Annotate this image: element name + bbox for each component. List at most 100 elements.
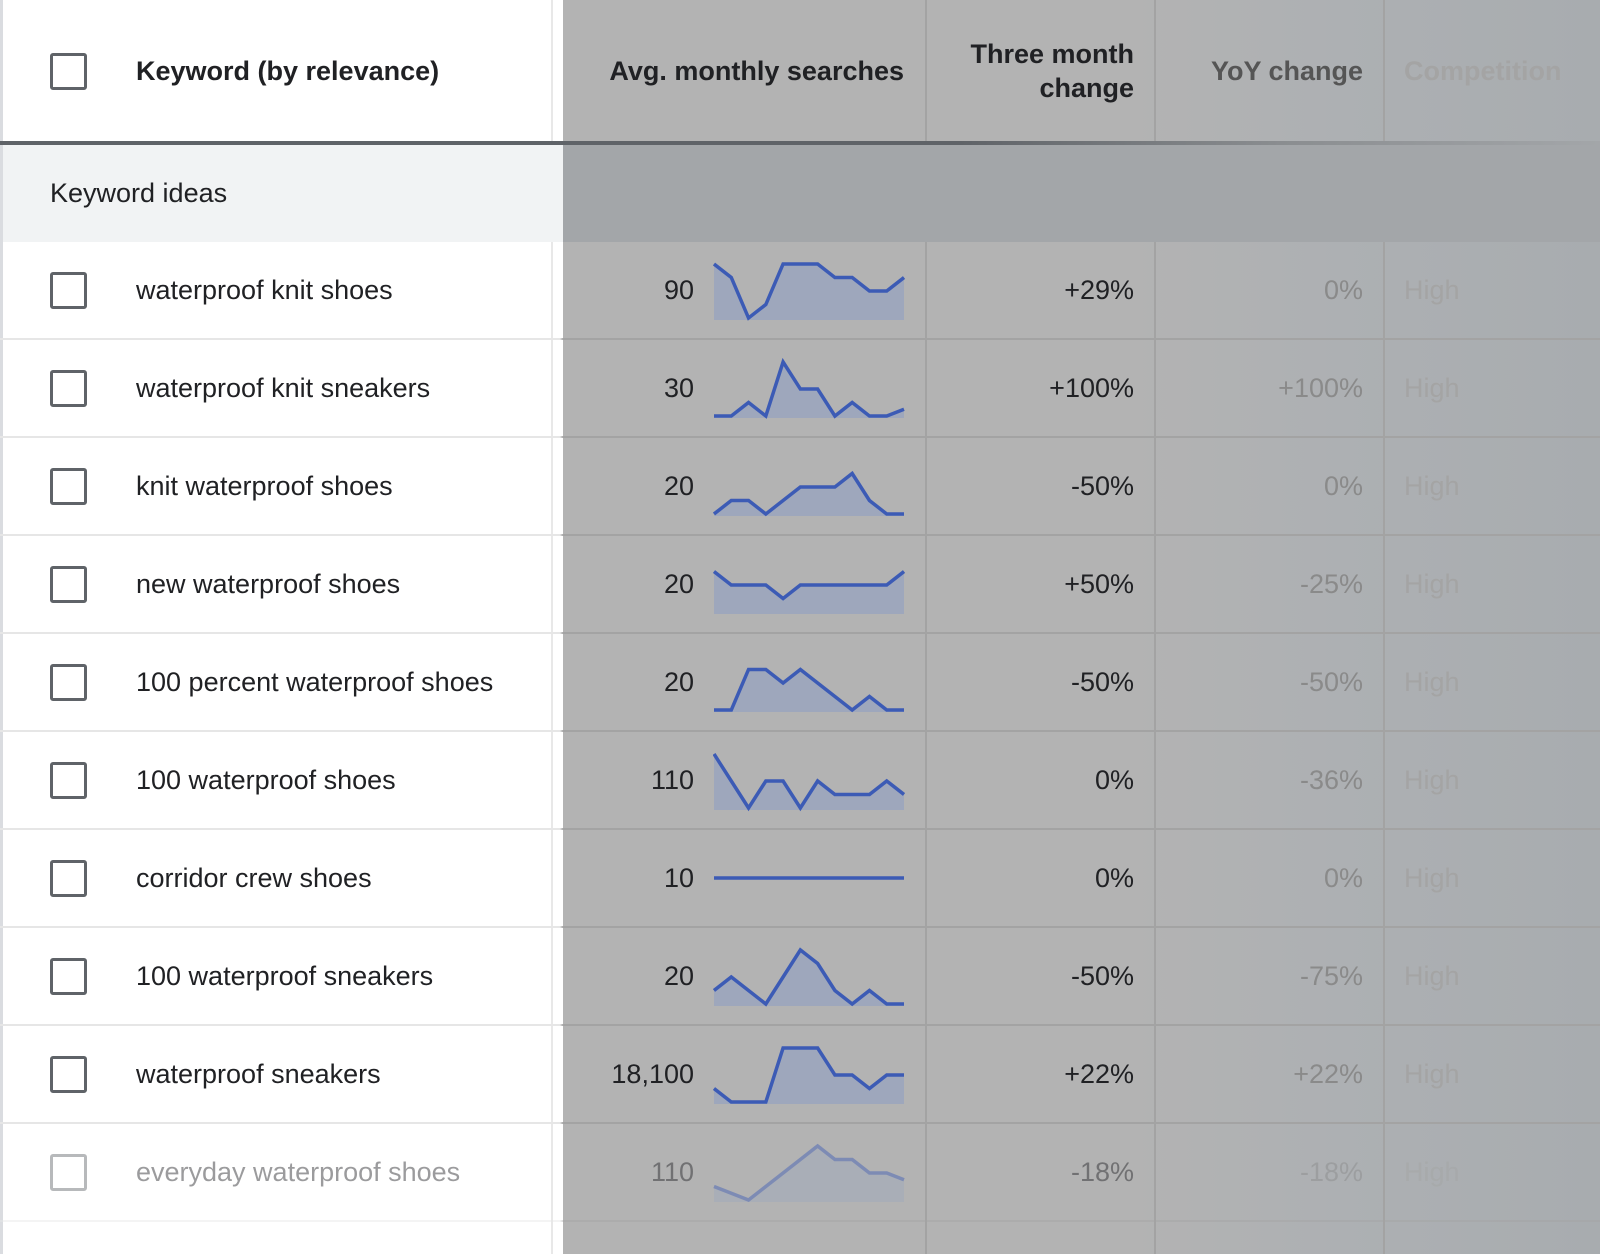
row-divider bbox=[0, 926, 1600, 928]
keyword-text: 100 waterproof shoes bbox=[136, 765, 396, 795]
sparkline-area bbox=[714, 950, 904, 1006]
avg-monthly-searches-value: 18,100 bbox=[611, 1059, 694, 1089]
yoy-change-value: -36% bbox=[1299, 765, 1363, 795]
avg-monthly-searches-value: 20 bbox=[663, 471, 694, 501]
row-checkbox[interactable] bbox=[50, 468, 87, 505]
yoy-change-value: +100% bbox=[1278, 373, 1363, 403]
avg-monthly-searches-value: 90 bbox=[663, 275, 694, 305]
keyword-text: new waterproof shoes bbox=[136, 569, 401, 599]
avg-monthly-searches-value: 20 bbox=[663, 667, 694, 697]
yoy-change-value: -18% bbox=[1299, 1157, 1363, 1187]
sparkline-line bbox=[713, 753, 905, 812]
three-month-change-value: +100% bbox=[1049, 373, 1134, 403]
three-month-header-line1: Three month bbox=[970, 39, 1134, 69]
three-month-change-value: -50% bbox=[1070, 471, 1134, 501]
header-divider bbox=[0, 141, 1600, 145]
sparkline-line bbox=[713, 470, 904, 517]
yoy-change-value: -75% bbox=[1299, 961, 1363, 991]
select-all-checkbox[interactable] bbox=[50, 53, 87, 90]
row-divider bbox=[0, 338, 1600, 340]
keyword-column-header[interactable]: Keyword (by relevance) bbox=[136, 56, 440, 86]
row-divider bbox=[0, 436, 1600, 438]
sparkline-line bbox=[713, 262, 905, 321]
row-divider bbox=[0, 534, 1600, 536]
yoy-change-value: +22% bbox=[1293, 1059, 1363, 1089]
keyword-ideas-group-overlay bbox=[563, 145, 1600, 242]
three-month-change-value: -50% bbox=[1070, 961, 1134, 991]
three-month-change-value: -18% bbox=[1070, 1157, 1134, 1187]
trend-sparkline bbox=[713, 470, 904, 517]
competition-value: High bbox=[1404, 863, 1460, 893]
row-divider bbox=[0, 632, 1600, 634]
row-divider bbox=[0, 1024, 1600, 1026]
keyword-text: corridor crew shoes bbox=[136, 863, 372, 893]
avg-monthly-searches-value: 20 bbox=[663, 961, 694, 991]
column-separator-three-month bbox=[1154, 0, 1156, 1254]
trend-sparkline bbox=[713, 1143, 905, 1202]
row-checkbox[interactable] bbox=[50, 370, 87, 407]
row-checkbox[interactable] bbox=[50, 762, 87, 799]
trend-sparkline bbox=[713, 753, 905, 812]
sparkline-area bbox=[714, 1146, 904, 1202]
row-divider bbox=[0, 1220, 1600, 1222]
avg-monthly-searches-header[interactable]: Avg. monthly searches bbox=[609, 56, 904, 86]
yoy-change-value: -25% bbox=[1299, 569, 1363, 599]
avg-monthly-searches-value: 110 bbox=[650, 765, 694, 795]
trend-sparkline bbox=[713, 262, 905, 321]
sparkline-area bbox=[714, 1048, 904, 1104]
trend-sparkline bbox=[713, 570, 905, 614]
three-month-change-value: -50% bbox=[1070, 667, 1134, 697]
sparkline-line bbox=[713, 570, 905, 601]
row-checkbox[interactable] bbox=[50, 272, 87, 309]
row-checkbox[interactable] bbox=[50, 664, 87, 701]
competition-value: High bbox=[1404, 471, 1460, 501]
competition-value: High bbox=[1404, 1157, 1460, 1187]
competition-value: High bbox=[1404, 275, 1460, 305]
trend-sparkline bbox=[713, 1046, 904, 1104]
sparkline-area bbox=[714, 264, 904, 320]
three-month-change-header[interactable]: Three month change bbox=[935, 37, 1134, 105]
trend-sparkline bbox=[714, 667, 904, 713]
sparkline-area bbox=[714, 571, 904, 614]
three-month-change-value: 0% bbox=[1094, 863, 1134, 893]
competition-value: High bbox=[1404, 961, 1460, 991]
yoy-change-value: -50% bbox=[1299, 667, 1363, 697]
avg-monthly-searches-value: 10 bbox=[663, 863, 694, 893]
row-checkbox[interactable] bbox=[50, 566, 87, 603]
keyword-text: waterproof knit shoes bbox=[136, 275, 393, 305]
yoy-change-value: 0% bbox=[1323, 275, 1363, 305]
keyword-ideas-group-row bbox=[3, 145, 563, 242]
keyword-text: 100 percent waterproof shoes bbox=[136, 667, 494, 697]
avg-monthly-searches-value: 110 bbox=[650, 1157, 694, 1187]
sparkline-line bbox=[714, 357, 905, 419]
competition-value: High bbox=[1404, 765, 1460, 795]
yoy-change-value: 0% bbox=[1323, 863, 1363, 893]
yoy-change-header[interactable]: YoY change bbox=[1210, 56, 1363, 86]
row-checkbox[interactable] bbox=[50, 958, 87, 995]
three-month-header-line2: change bbox=[1039, 73, 1134, 103]
column-separator-yoy bbox=[1383, 0, 1385, 1254]
three-month-change-value: +29% bbox=[1064, 275, 1134, 305]
competition-value: High bbox=[1404, 1059, 1460, 1089]
sparkline-area bbox=[714, 473, 904, 516]
sparkline-line bbox=[713, 1143, 905, 1202]
row-divider bbox=[0, 828, 1600, 830]
sparkline-line bbox=[713, 947, 904, 1007]
competition-value: High bbox=[1404, 569, 1460, 599]
competition-header[interactable]: Competition bbox=[1404, 56, 1562, 86]
trend-sparkline bbox=[714, 876, 904, 880]
keyword-text: 100 waterproof sneakers bbox=[136, 961, 434, 991]
row-checkbox[interactable] bbox=[50, 1154, 87, 1191]
three-month-change-value: +50% bbox=[1064, 569, 1134, 599]
competition-value: High bbox=[1404, 667, 1460, 697]
keyword-text: waterproof knit sneakers bbox=[136, 373, 431, 403]
row-divider bbox=[0, 730, 1600, 732]
sparkline-line bbox=[714, 667, 904, 713]
row-checkbox[interactable] bbox=[50, 860, 87, 897]
competition-value: High bbox=[1404, 373, 1460, 403]
keyword-text: everyday waterproof shoes bbox=[136, 1157, 461, 1187]
trend-sparkline bbox=[714, 357, 905, 419]
three-month-change-value: +22% bbox=[1064, 1059, 1134, 1089]
keyword-text: waterproof sneakers bbox=[136, 1059, 381, 1089]
row-checkbox[interactable] bbox=[50, 1056, 87, 1093]
